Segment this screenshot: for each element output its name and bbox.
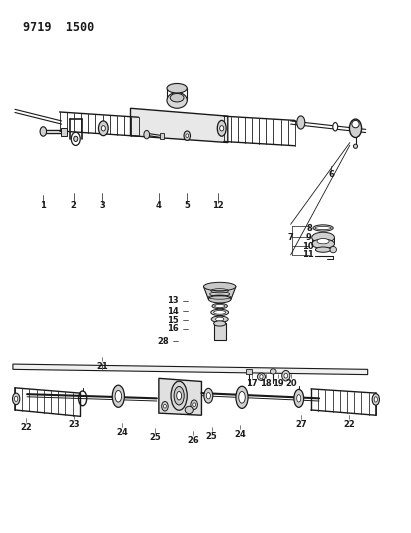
Ellipse shape [260,375,263,379]
Text: 18: 18 [260,379,271,388]
Text: 13: 13 [168,296,179,305]
Ellipse shape [212,303,227,309]
Text: 6: 6 [328,169,334,179]
Ellipse shape [315,227,331,230]
Ellipse shape [211,309,229,316]
Ellipse shape [236,386,248,408]
Text: 3: 3 [99,201,105,211]
Text: 17: 17 [246,379,258,388]
Ellipse shape [101,126,105,131]
Ellipse shape [333,123,338,131]
Text: 24: 24 [116,428,128,437]
Ellipse shape [112,385,125,407]
Text: 15: 15 [167,316,179,325]
Text: 24: 24 [234,430,246,439]
Text: 21: 21 [96,362,108,371]
Ellipse shape [162,401,168,411]
Ellipse shape [214,321,226,326]
Polygon shape [13,364,368,375]
Ellipse shape [203,282,236,291]
Ellipse shape [217,120,226,136]
Ellipse shape [186,134,189,138]
Ellipse shape [74,136,78,141]
Ellipse shape [257,373,266,381]
Text: 23: 23 [68,420,80,429]
Ellipse shape [185,406,193,414]
Ellipse shape [184,131,191,140]
Text: 27: 27 [295,420,307,429]
Ellipse shape [206,393,210,399]
Text: 28: 28 [157,337,169,346]
Ellipse shape [191,400,197,409]
Ellipse shape [99,121,108,136]
Text: 16: 16 [167,324,179,333]
Ellipse shape [284,373,288,378]
Text: 1: 1 [39,201,46,211]
Ellipse shape [40,127,46,136]
Text: 4: 4 [156,201,162,211]
Ellipse shape [297,394,301,402]
Text: 26: 26 [187,436,199,445]
Text: 22: 22 [344,420,355,429]
Ellipse shape [177,392,182,400]
Ellipse shape [353,144,358,148]
Polygon shape [160,133,164,139]
Ellipse shape [220,126,224,131]
Ellipse shape [312,239,335,248]
Text: 9: 9 [306,233,312,242]
Ellipse shape [14,396,18,401]
Text: 20: 20 [286,379,297,388]
Ellipse shape [71,132,80,146]
Text: 2: 2 [71,201,77,211]
Ellipse shape [330,246,337,253]
Ellipse shape [352,120,359,128]
Ellipse shape [167,92,187,108]
Ellipse shape [208,295,231,303]
Ellipse shape [297,116,305,129]
Text: 8: 8 [306,224,312,233]
Text: 25: 25 [206,432,217,441]
Ellipse shape [193,403,196,407]
Text: 11: 11 [302,251,314,260]
Ellipse shape [239,392,245,403]
Ellipse shape [167,84,187,93]
Ellipse shape [313,225,333,231]
Ellipse shape [317,239,329,244]
Ellipse shape [374,397,377,402]
Ellipse shape [164,405,166,408]
Ellipse shape [349,119,362,138]
Ellipse shape [174,386,184,405]
Text: 10: 10 [302,242,314,251]
Ellipse shape [294,390,304,407]
Text: 25: 25 [149,433,161,442]
Ellipse shape [211,316,228,322]
Polygon shape [203,287,236,299]
Ellipse shape [270,369,276,374]
Ellipse shape [372,393,379,405]
Text: 22: 22 [21,423,32,432]
Ellipse shape [170,93,184,102]
Text: 14: 14 [167,307,179,316]
Ellipse shape [115,391,122,402]
Ellipse shape [214,311,226,314]
Text: 9719  1500: 9719 1500 [23,21,94,34]
Polygon shape [61,128,67,136]
Ellipse shape [312,232,335,243]
Ellipse shape [144,131,150,139]
Polygon shape [131,108,228,142]
Text: 12: 12 [212,201,224,211]
Ellipse shape [216,317,224,321]
Ellipse shape [282,370,290,381]
Polygon shape [159,378,201,415]
Polygon shape [246,369,252,374]
Ellipse shape [204,389,213,403]
Ellipse shape [171,381,187,410]
Ellipse shape [12,393,20,405]
Text: 7: 7 [288,233,293,242]
Text: 5: 5 [184,201,190,211]
Ellipse shape [215,304,225,308]
Bar [214,324,226,341]
Ellipse shape [315,247,331,252]
Text: 19: 19 [272,379,284,388]
